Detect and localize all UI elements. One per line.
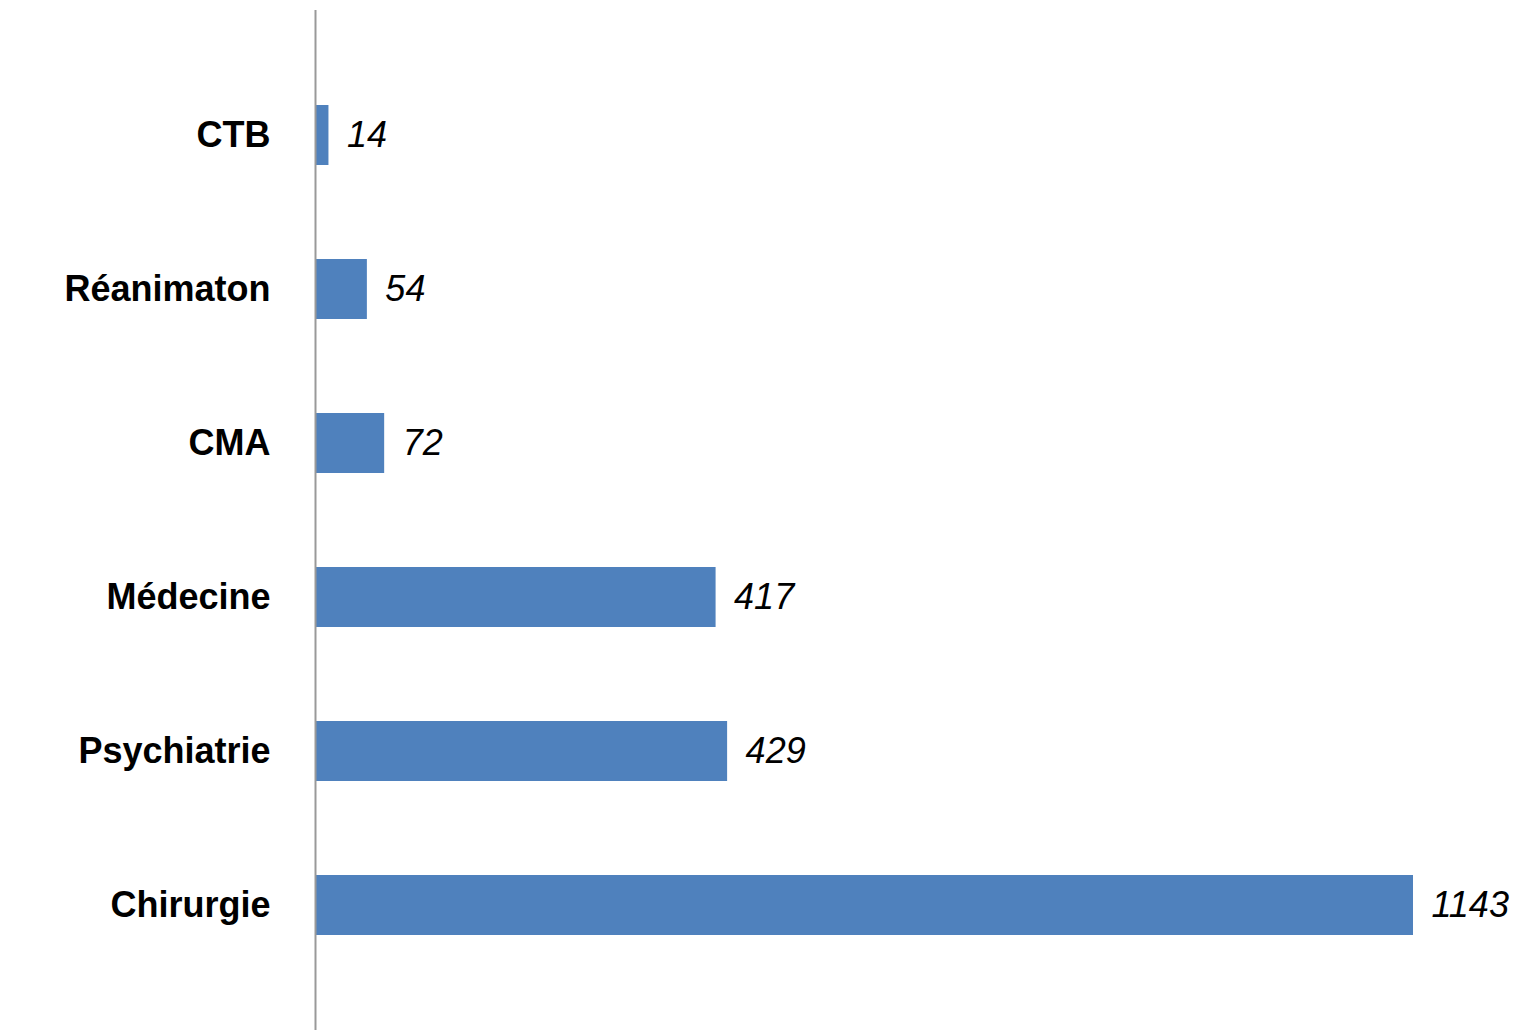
- svg-text:72: 72: [403, 422, 443, 463]
- svg-text:Médecine: Médecine: [106, 576, 270, 617]
- svg-text:417: 417: [734, 576, 796, 617]
- svg-text:Chirurgie: Chirurgie: [110, 884, 270, 925]
- svg-text:Réanimaton: Réanimaton: [64, 268, 270, 309]
- svg-text:54: 54: [385, 268, 425, 309]
- svg-text:CTB: CTB: [197, 114, 271, 155]
- svg-text:Psychiatrie: Psychiatrie: [78, 730, 270, 771]
- svg-text:429: 429: [746, 730, 806, 771]
- svg-text:14: 14: [347, 114, 387, 155]
- svg-text:CMA: CMA: [189, 422, 271, 463]
- svg-text:1143: 1143: [1432, 884, 1509, 925]
